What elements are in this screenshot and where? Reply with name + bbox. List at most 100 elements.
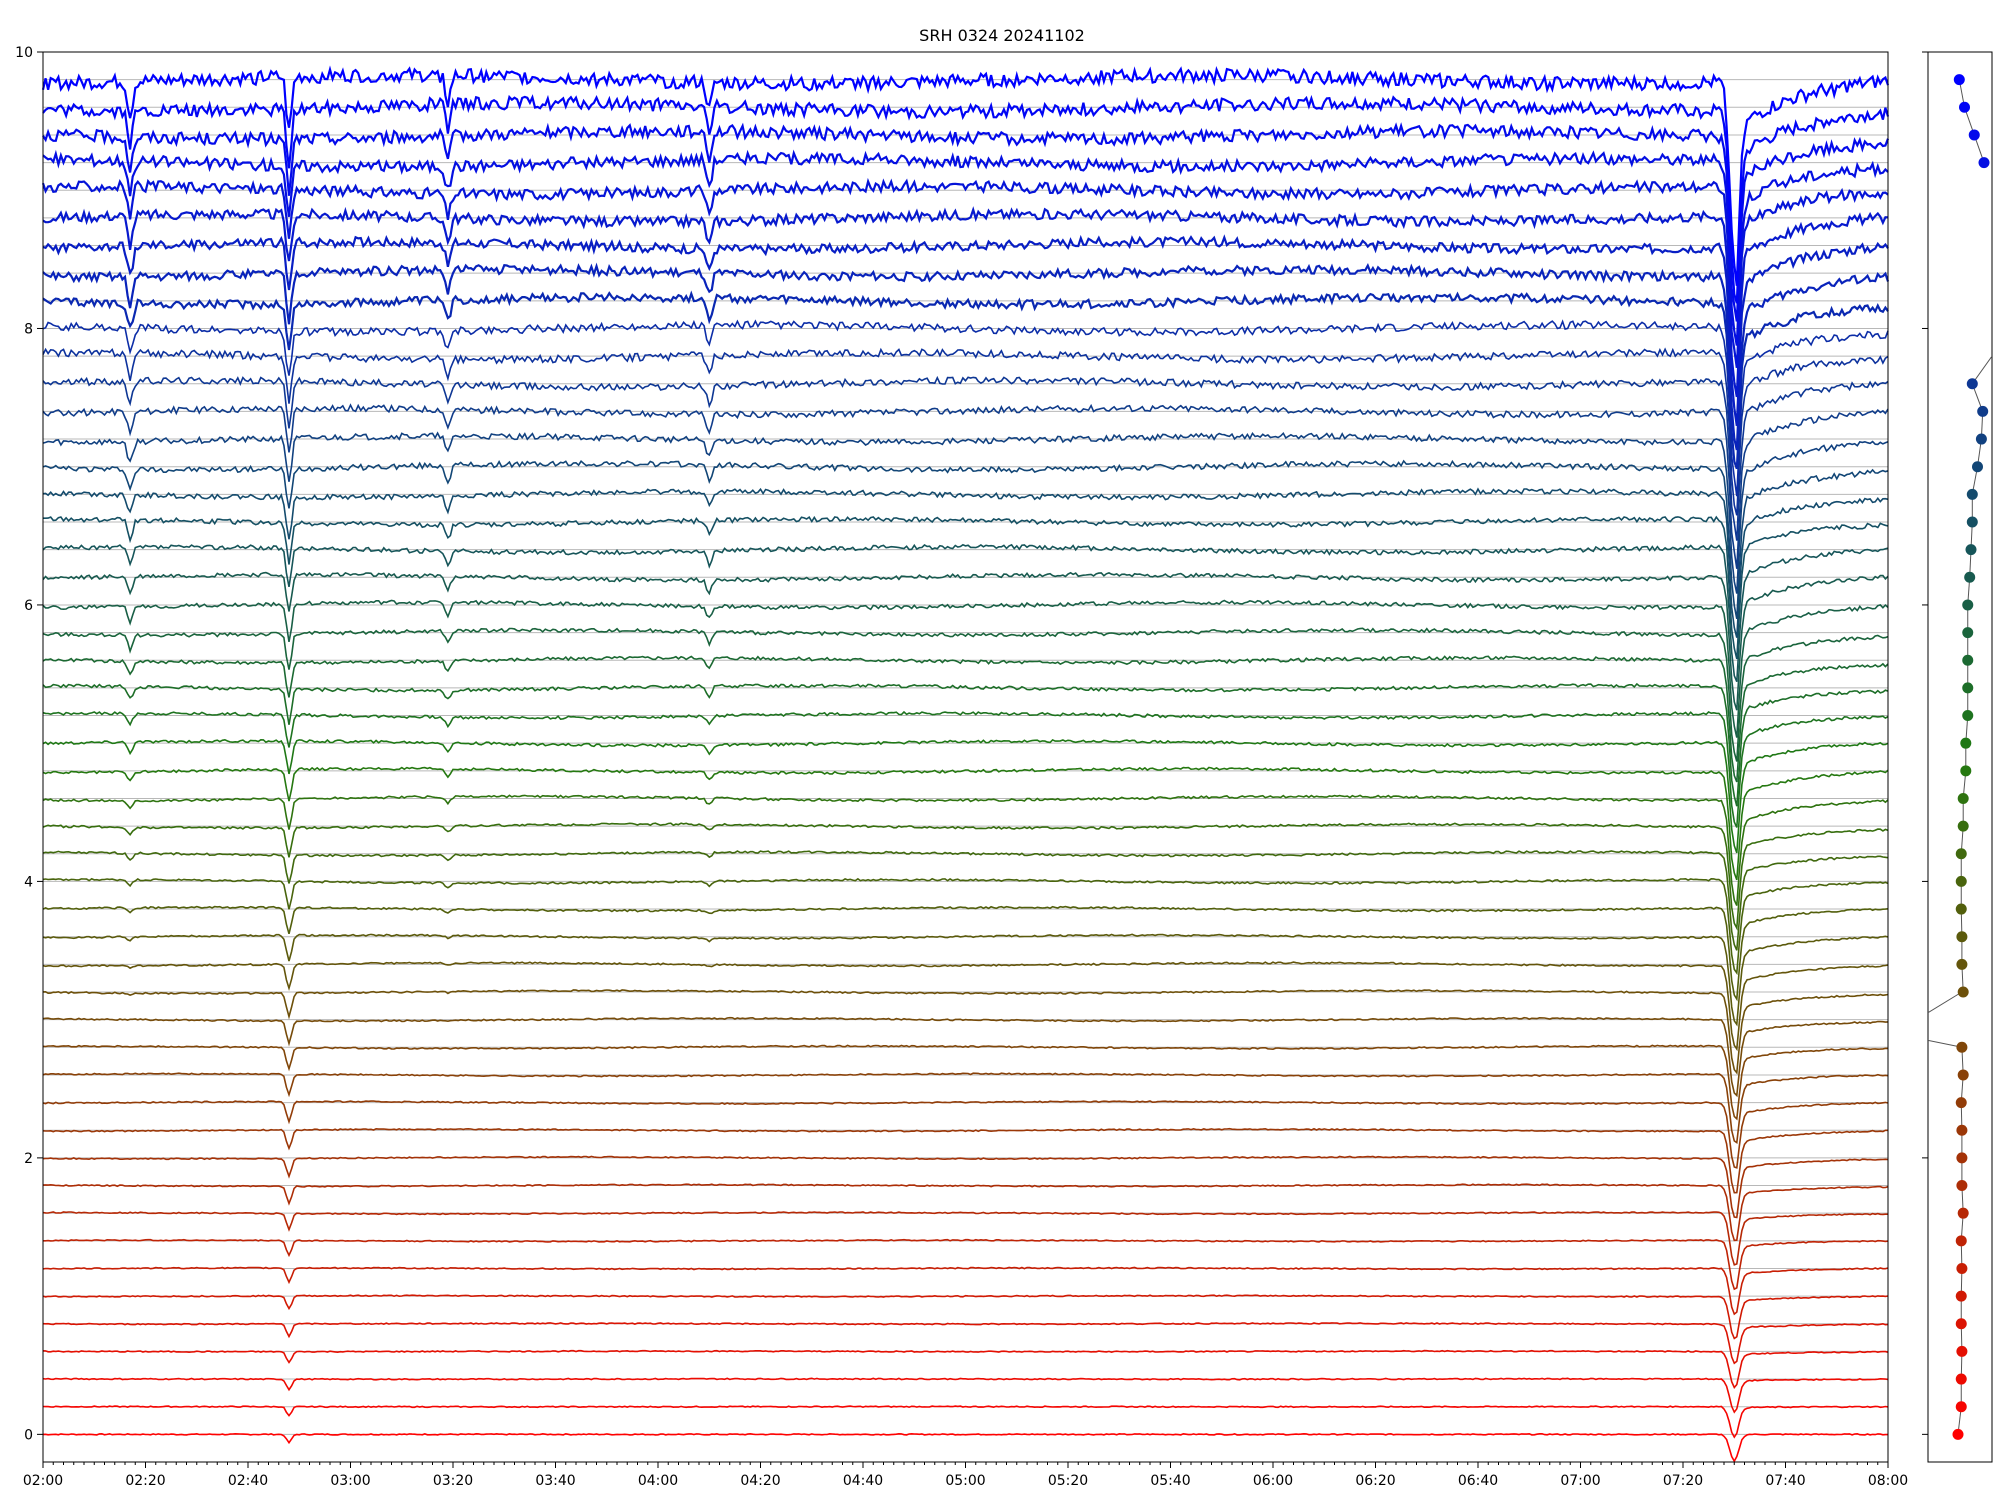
side-point xyxy=(1964,571,1976,583)
series-line xyxy=(41,65,1890,286)
series-line xyxy=(42,1266,1889,1316)
series-line xyxy=(42,1294,1889,1340)
series-line xyxy=(42,1211,1888,1266)
series-line xyxy=(42,459,1889,619)
series-line xyxy=(42,599,1889,738)
x-tick-label: 02:20 xyxy=(125,1473,165,1489)
side-point xyxy=(1962,654,1974,666)
series-line xyxy=(42,933,1889,1027)
chart-title: SRH 0324 20241102 xyxy=(919,26,1085,45)
series-line xyxy=(41,177,1889,368)
series-line xyxy=(42,1072,1889,1145)
x-tick-label: 04:20 xyxy=(740,1473,780,1489)
side-point xyxy=(1955,875,1967,887)
series-line xyxy=(42,655,1889,783)
x-tick-label: 05:00 xyxy=(945,1473,985,1489)
side-point xyxy=(1965,544,1977,556)
y-tick-label: 8 xyxy=(24,321,33,337)
side-point xyxy=(1962,682,1974,694)
x-tick-label: 04:00 xyxy=(638,1473,678,1489)
series-line xyxy=(43,1238,1889,1291)
series-line xyxy=(42,94,1890,304)
x-tick-label: 04:40 xyxy=(843,1473,883,1489)
y-tick-label: 10 xyxy=(15,45,33,61)
x-tick-label: 08:00 xyxy=(1868,1473,1908,1489)
x-tick-label: 03:20 xyxy=(433,1473,473,1489)
y-tick-label: 0 xyxy=(24,1427,33,1443)
series-line xyxy=(42,1044,1888,1121)
series-line xyxy=(42,206,1889,398)
series-line xyxy=(42,794,1889,906)
series-line xyxy=(42,431,1889,594)
side-point xyxy=(1962,710,1974,722)
series-line xyxy=(42,738,1889,854)
series-line xyxy=(42,822,1889,931)
side-connector xyxy=(1928,991,1963,1014)
series-line xyxy=(42,149,1889,346)
x-tick-label: 07:20 xyxy=(1663,1473,1703,1489)
series-line xyxy=(42,1432,1888,1463)
series-line xyxy=(42,850,1889,951)
y-axis: 0 2 4 6 8 10 xyxy=(15,45,43,1443)
side-point xyxy=(1978,157,1990,169)
x-tick-label: 06:40 xyxy=(1458,1473,1498,1489)
side-point xyxy=(1956,1041,1968,1053)
series-line xyxy=(42,122,1890,322)
series-line xyxy=(42,487,1889,638)
main-plot-area: 02:00 02:20 02:40 03:00 03:20 03:40 04:00 04:20… xyxy=(15,45,1908,1489)
side-connector xyxy=(1971,355,1992,385)
side-point xyxy=(1960,765,1972,777)
series-line xyxy=(43,515,1889,660)
side-point xyxy=(1962,599,1974,611)
side-point xyxy=(1955,1401,1967,1413)
series-line xyxy=(42,290,1889,470)
side-point xyxy=(1953,74,1965,86)
series-line xyxy=(42,877,1889,976)
side-point xyxy=(1956,958,1968,970)
y-tick-label: 6 xyxy=(24,598,33,614)
series-line xyxy=(42,1100,1889,1169)
side-point xyxy=(1955,1097,1967,1109)
side-point xyxy=(1955,1373,1967,1385)
series-line xyxy=(42,1322,1889,1365)
series-line xyxy=(42,319,1889,497)
y-tick-label: 4 xyxy=(24,874,33,890)
series-line xyxy=(42,682,1889,807)
side-point xyxy=(1956,1180,1968,1192)
side-point xyxy=(1959,101,1970,113)
series-line xyxy=(42,627,1889,762)
series-line xyxy=(42,766,1889,881)
side-point xyxy=(1960,737,1972,749)
x-tick-label: 06:00 xyxy=(1253,1473,1293,1489)
side-point xyxy=(1955,848,1967,860)
side-point xyxy=(1968,129,1980,141)
x-tick-label: 03:40 xyxy=(535,1473,575,1489)
side-point xyxy=(1977,405,1989,417)
side-point xyxy=(1956,1345,1968,1357)
side-point xyxy=(1952,1428,1964,1440)
series-group xyxy=(41,65,1890,1463)
x-tick-label: 07:00 xyxy=(1560,1473,1600,1489)
side-point xyxy=(1956,1152,1968,1164)
y-tick-label: 2 xyxy=(24,1151,33,1167)
series-line xyxy=(42,989,1889,1075)
side-point xyxy=(1966,516,1978,528)
side-plot-area xyxy=(1922,51,1993,1463)
series-line xyxy=(42,1405,1889,1439)
series-line xyxy=(42,1127,1888,1194)
x-tick-label: 05:40 xyxy=(1150,1473,1190,1489)
side-point xyxy=(1955,1290,1967,1302)
series-line xyxy=(42,234,1889,426)
side-point xyxy=(1962,627,1974,639)
side-point xyxy=(1966,378,1978,390)
side-point xyxy=(1955,1235,1967,1247)
side-point xyxy=(1956,1124,1968,1136)
side-point xyxy=(1966,488,1978,500)
series-line xyxy=(42,1349,1889,1389)
series-line xyxy=(42,403,1889,569)
side-points-group xyxy=(1928,74,1992,1440)
side-point xyxy=(1957,820,1969,832)
series-line xyxy=(42,543,1889,683)
